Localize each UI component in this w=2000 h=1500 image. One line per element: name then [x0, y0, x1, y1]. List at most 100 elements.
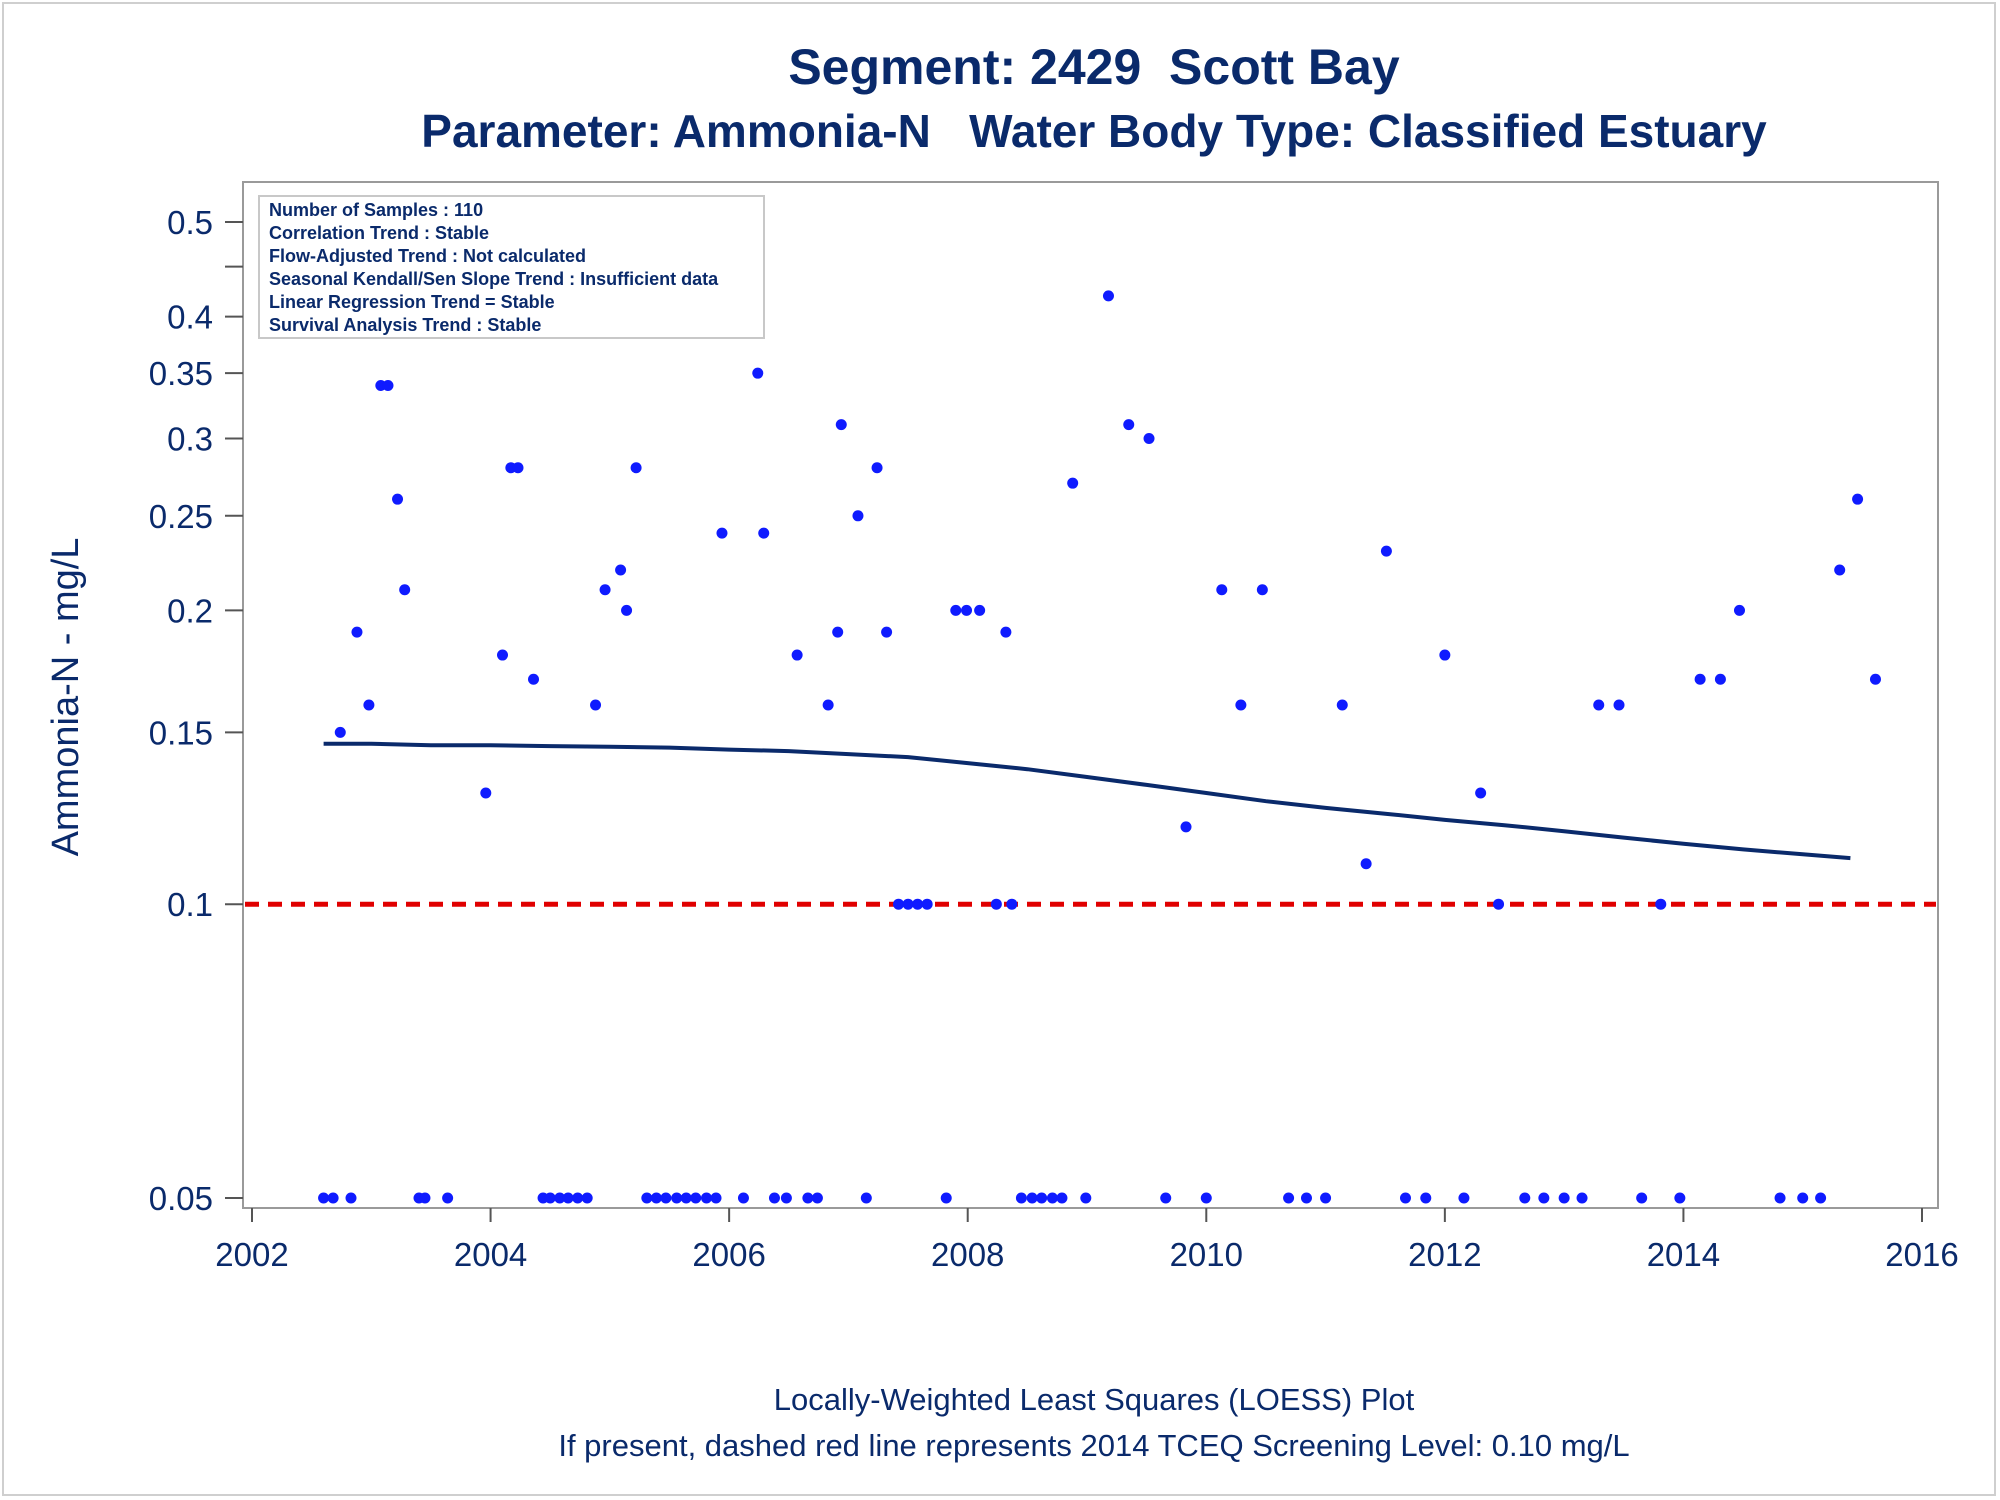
data-point: [893, 898, 905, 910]
y-tick-label: 0.25: [149, 498, 213, 535]
data-point: [562, 1192, 574, 1204]
data-point: [921, 898, 933, 910]
data-point: [871, 462, 883, 474]
data-point: [1000, 626, 1012, 638]
data-point: [318, 1192, 330, 1204]
data-point: [544, 1192, 556, 1204]
data-point: [990, 898, 1002, 910]
stats-line: Seasonal Kendall/Sen Slope Trend : Insuf…: [269, 269, 719, 289]
data-point: [572, 1192, 584, 1204]
data-point: [1235, 699, 1247, 711]
data-point: [902, 898, 914, 910]
data-point: [912, 898, 924, 910]
data-point: [512, 462, 524, 474]
data-point: [802, 1192, 814, 1204]
data-point: [671, 1192, 683, 1204]
data-point: [382, 379, 394, 391]
x-axis: 2002 2004 2006 2008 2010 2012 2014 2016: [215, 1208, 1959, 1273]
data-point: [1439, 649, 1451, 661]
data-point: [716, 527, 728, 539]
data-point: [528, 673, 540, 685]
data-point: [1256, 584, 1268, 596]
data-point: [1714, 673, 1726, 685]
data-point: [680, 1192, 692, 1204]
data-point: [832, 626, 844, 638]
data-point: [641, 1192, 653, 1204]
data-point: [710, 1192, 722, 1204]
footnote-loess: Locally-Weighted Least Squares (LOESS) P…: [773, 1382, 1415, 1417]
data-point: [363, 699, 375, 711]
data-point: [791, 649, 803, 661]
data-point: [1102, 290, 1114, 302]
data-point: [1080, 1192, 1092, 1204]
data-point: [1774, 1192, 1786, 1204]
stats-line: Linear Regression Trend = Stable: [269, 292, 555, 312]
data-point: [1200, 1192, 1212, 1204]
chart-subtitle: Parameter: Ammonia-N Water Body Type: Cl…: [421, 105, 1767, 157]
data-point: [1593, 699, 1605, 711]
chart-title: Segment: 2429 Scott Bay: [788, 39, 1400, 95]
x-tick-label: 2002: [215, 1236, 288, 1273]
data-point: [1046, 1192, 1058, 1204]
data-point: [1420, 1192, 1432, 1204]
stats-line: Survival Analysis Trend : Stable: [269, 315, 541, 335]
data-points: [318, 199, 1881, 1204]
data-point: [780, 1192, 792, 1204]
data-point: [690, 1192, 702, 1204]
data-point: [835, 419, 847, 431]
data-point: [480, 787, 492, 799]
data-point: [1320, 1192, 1332, 1204]
data-point: [1558, 1192, 1570, 1204]
y-tick-label: 0.05: [149, 1180, 213, 1217]
data-point: [419, 1192, 431, 1204]
data-point: [351, 626, 363, 638]
y-tick-label: 0.35: [149, 355, 213, 392]
data-point: [811, 1192, 823, 1204]
footnote-screening: If present, dashed red line represents 2…: [558, 1428, 1630, 1463]
data-point: [1380, 545, 1392, 557]
data-point: [392, 493, 404, 505]
data-point: [581, 1192, 593, 1204]
data-point: [1815, 1192, 1827, 1204]
plot-area: [242, 181, 1939, 1209]
stats-line: Correlation Trend : Stable: [269, 223, 489, 243]
data-point: [1216, 584, 1228, 596]
stats-box-border: [258, 195, 765, 339]
data-point: [345, 1192, 357, 1204]
x-tick-label: 2010: [1170, 1236, 1243, 1273]
data-point: [1015, 1192, 1027, 1204]
y-axis-title: Ammonia-N - mg/L: [45, 538, 87, 857]
data-point: [599, 584, 611, 596]
data-point: [1458, 1192, 1470, 1204]
data-point: [1067, 477, 1079, 489]
data-point: [334, 726, 346, 738]
data-point: [1399, 1192, 1411, 1204]
data-point: [768, 1192, 780, 1204]
data-point: [1160, 1192, 1172, 1204]
data-point: [1576, 1192, 1588, 1204]
data-point: [650, 1192, 662, 1204]
data-point: [940, 1192, 952, 1204]
loess-curve: [323, 741, 1851, 861]
stats-box: Number of Samples : 110 Correlation Tren…: [258, 195, 765, 339]
x-tick-label: 2014: [1647, 1236, 1720, 1273]
data-point: [497, 649, 508, 661]
stats-line: Flow-Adjusted Trend : Not calculated: [269, 246, 586, 266]
y-tick-label: 0.3: [167, 421, 213, 458]
data-point: [822, 699, 834, 711]
y-tick-label: 0.15: [149, 714, 213, 751]
data-point: [1538, 1192, 1550, 1204]
data-point: [1300, 1192, 1312, 1204]
data-point: [758, 527, 770, 539]
data-point: [961, 604, 973, 616]
data-point: [1143, 433, 1155, 445]
x-tick-label: 2004: [454, 1236, 527, 1273]
data-point: [1655, 898, 1667, 910]
data-point: [1036, 1192, 1048, 1204]
data-point: [1694, 673, 1706, 685]
y-axis: 0.05 0.1 0.15 0.2 0.25 0.3 0.35 0.4 0.5: [149, 204, 243, 1217]
data-point: [399, 584, 411, 596]
data-point: [660, 1192, 672, 1204]
data-point: [974, 604, 986, 616]
